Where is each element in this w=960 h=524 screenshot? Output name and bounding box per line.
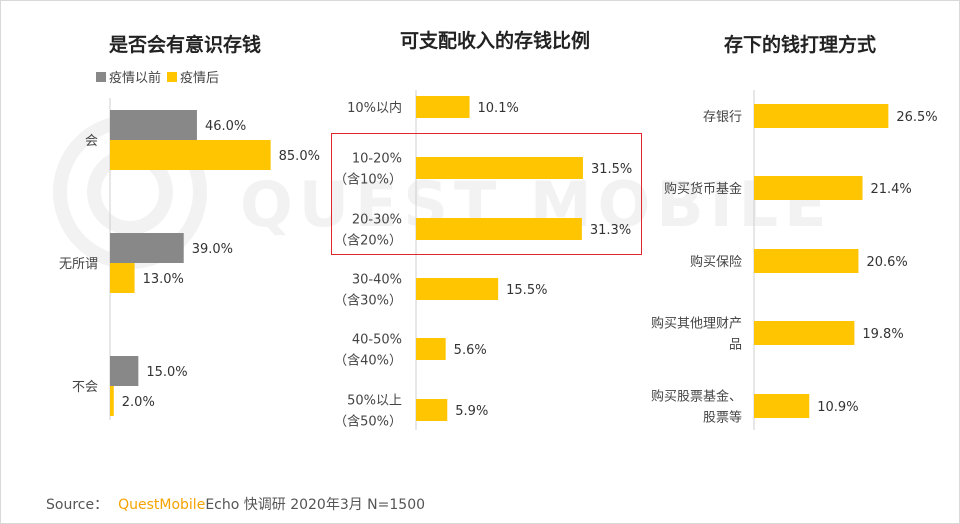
data-label-1: 10.1% — [478, 101, 519, 116]
bar-after-3 — [110, 386, 114, 416]
category-label-3: 购买保险 — [690, 254, 742, 270]
legend-swatch-before — [96, 71, 106, 82]
source-note: Source： QuestMobileEcho 快调研 2020年3月 N=150… — [46, 494, 425, 514]
category-label-4-line-1: 购买其他理财产 — [651, 316, 742, 332]
category-label-2: 无所谓 — [59, 257, 98, 272]
data-label-1: 26.5% — [896, 110, 937, 125]
bar-4 — [754, 321, 855, 345]
bar-2 — [754, 176, 863, 200]
category-label-1: 会 — [85, 134, 98, 149]
highlight-box — [331, 133, 642, 255]
chart2-title: 可支配收入的存钱比例 — [399, 30, 590, 52]
bar-1 — [754, 104, 889, 128]
data-label-before-3: 15.0% — [146, 365, 187, 380]
bar-before-2 — [110, 233, 184, 263]
category-label-4-line-2: 品 — [729, 338, 742, 353]
category-label-1: 10%以内 — [347, 100, 402, 116]
legend-label-before: 疫情以前 — [109, 71, 162, 86]
category-label-3-line-2: （含20%） — [334, 233, 402, 249]
category-label-3-line-1: 20-30% — [352, 213, 402, 228]
data-label-4: 19.8% — [862, 327, 903, 342]
category-label-6-line-1: 50%以上 — [347, 394, 402, 409]
chart1-title: 是否会有意识存钱 — [108, 34, 261, 56]
bar-4 — [416, 278, 499, 300]
data-label-5: 5.6% — [454, 343, 487, 358]
data-label-3: 20.6% — [866, 255, 907, 270]
data-label-after-2: 13.0% — [143, 272, 184, 287]
bar-after-1 — [110, 140, 271, 170]
bar-6 — [416, 399, 448, 421]
bar-5 — [416, 338, 446, 360]
source-prefix: Source： — [46, 497, 109, 513]
data-label-before-2: 39.0% — [192, 242, 233, 257]
category-label-5-line-1: 40-50% — [352, 333, 402, 348]
data-label-2: 21.4% — [870, 182, 911, 197]
chart3-title: 存下的钱打理方式 — [723, 34, 876, 56]
data-label-2: 31.5% — [591, 162, 632, 177]
bar-before-1 — [110, 110, 197, 140]
source-suffix: Echo 快调研 2020年3月 N=1500 — [205, 497, 426, 513]
chart1-legend: 疫情以前 疫情后 — [96, 67, 225, 86]
category-label-4-line-1: 30-40% — [352, 273, 402, 288]
category-label-5-line-2: （含40%） — [334, 353, 402, 369]
category-label-5-line-2: 股票等 — [703, 410, 742, 426]
legend-item-after: 疫情后 — [167, 67, 219, 86]
legend-item-before: 疫情以前 — [96, 67, 161, 86]
bar-1 — [416, 96, 470, 118]
bar-after-2 — [110, 263, 135, 293]
legend-label-after: 疫情后 — [180, 71, 220, 86]
bar-3 — [754, 249, 859, 273]
category-label-5-line-1: 购买股票基金、 — [651, 389, 742, 405]
data-label-before-1: 46.0% — [205, 119, 246, 134]
category-label-2-line-1: 10-20% — [352, 152, 402, 167]
legend-swatch-after — [167, 71, 178, 82]
data-label-after-3: 2.0% — [122, 395, 155, 410]
bar-5 — [754, 394, 810, 418]
data-label-6: 5.9% — [455, 404, 488, 419]
bar-3 — [416, 218, 582, 240]
source-brand: QuestMobile — [118, 497, 206, 513]
bar-2 — [416, 157, 583, 179]
bar-before-3 — [110, 356, 139, 386]
category-label-4-line-2: （含30%） — [334, 293, 402, 309]
data-label-5: 10.9% — [817, 400, 858, 415]
data-label-3: 31.3% — [590, 223, 631, 238]
category-label-1: 存银行 — [703, 110, 742, 125]
category-label-2-line-2: （含10%） — [334, 172, 402, 188]
category-label-2: 购买货币基金 — [664, 181, 742, 197]
data-label-after-1: 85.0% — [279, 149, 320, 164]
data-label-4: 15.5% — [506, 283, 547, 298]
category-label-3: 不会 — [72, 380, 98, 395]
category-label-6-line-2: （含50%） — [334, 414, 402, 430]
